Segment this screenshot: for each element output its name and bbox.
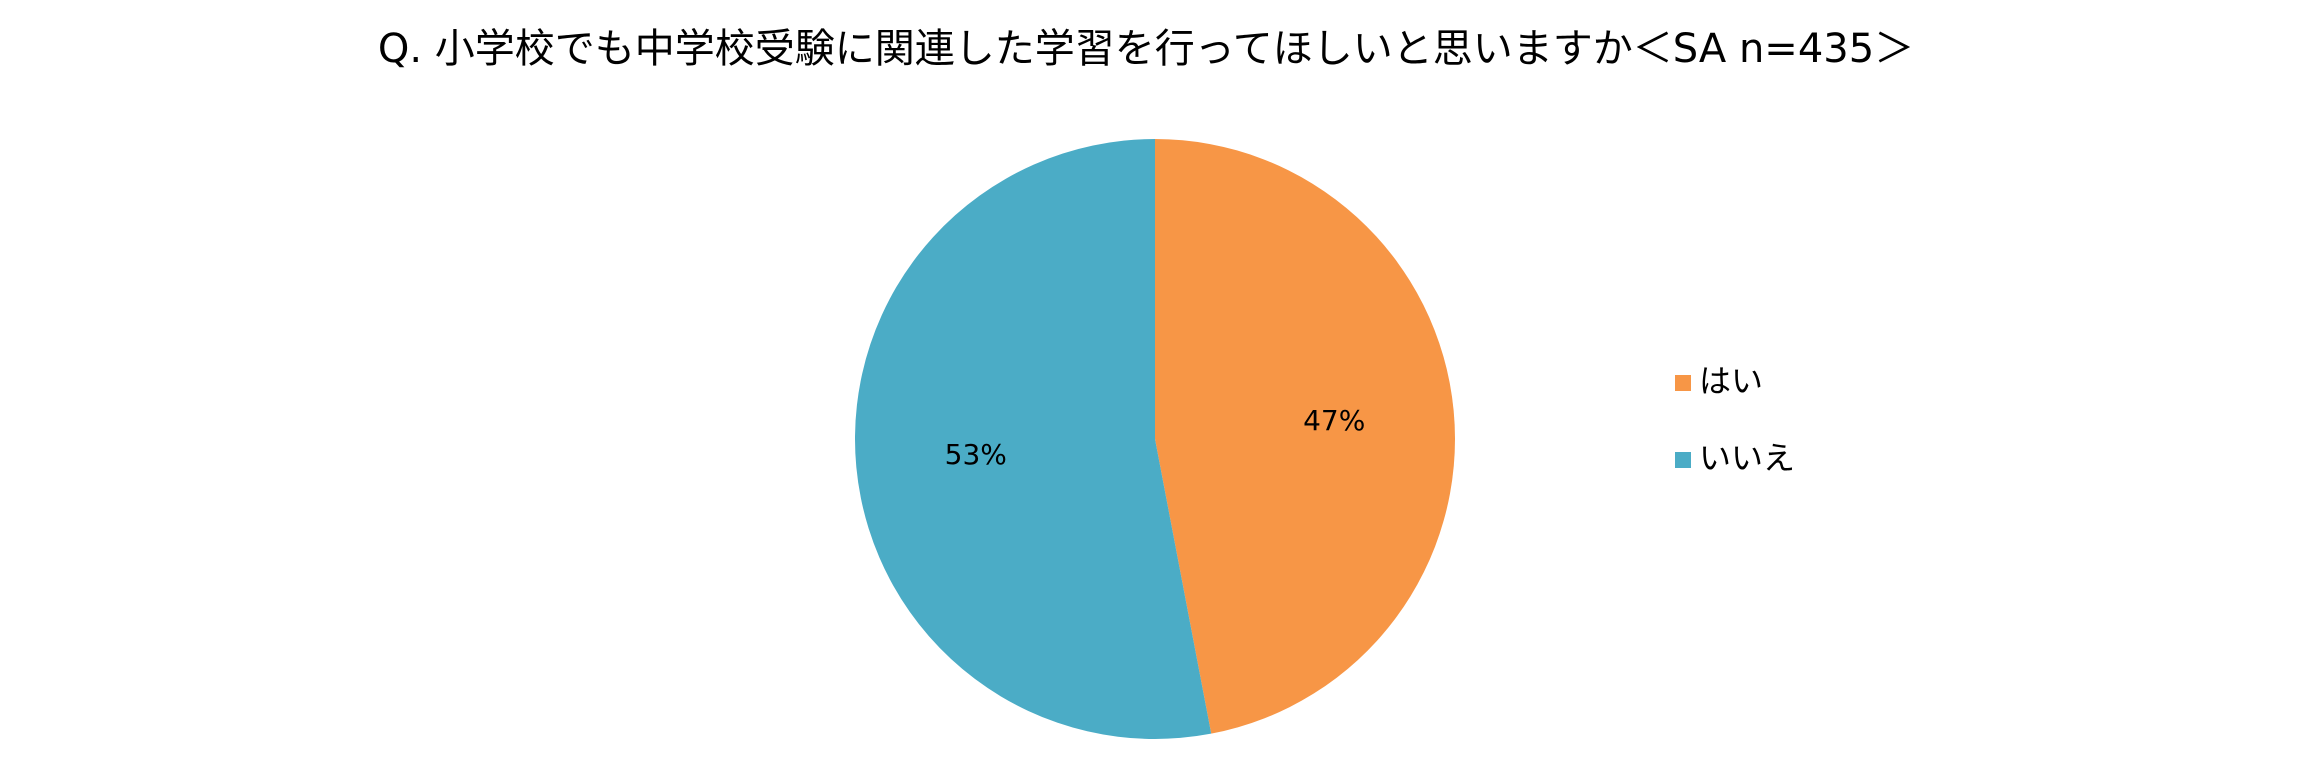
legend-marker [1675,452,1691,468]
data-label: 53% [945,438,1007,471]
legend-label: いいえ [1699,439,1795,477]
pie-slice [1155,139,1455,734]
chart-title: Q. 小学校でも中学校受験に関連した学習を行ってほしいと思いますか＜SA n=4… [378,26,1914,72]
legend-marker [1675,375,1691,391]
pie-slice [854,139,1212,739]
data-label: 47% [1303,404,1365,437]
legend-label: はい [1699,362,1763,400]
